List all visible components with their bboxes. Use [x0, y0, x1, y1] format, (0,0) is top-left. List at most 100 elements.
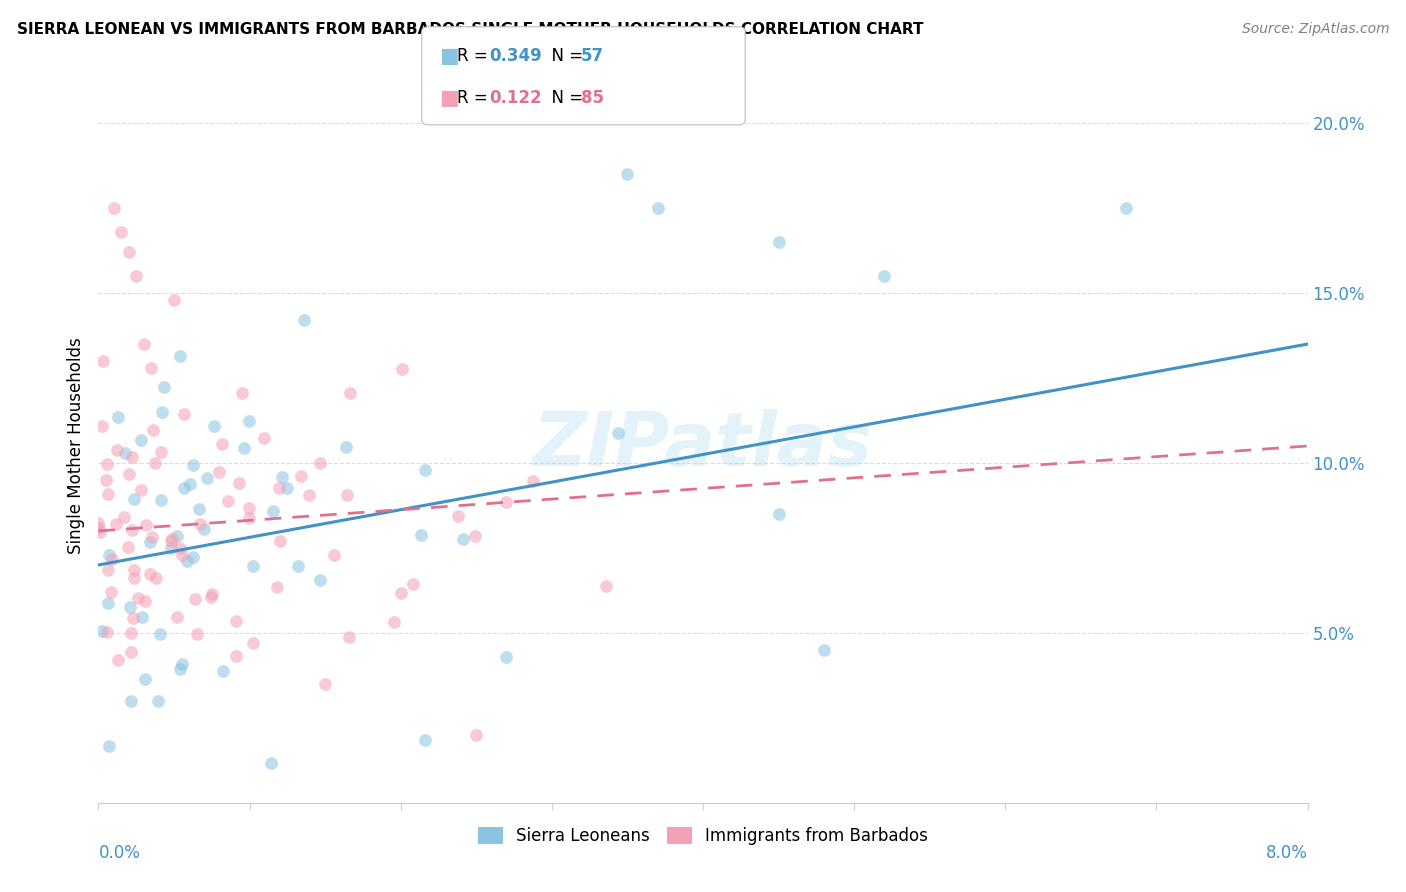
Point: [163, 293, 186, 307]
Point: [97, 596, 120, 610]
Point: [173, 481, 195, 495]
Point: [122, 563, 145, 577]
Point: [170, 657, 193, 671]
Point: [170, 548, 193, 562]
Point: [269, 533, 291, 548]
Text: ■: ■: [439, 46, 458, 66]
Point: [105, 443, 128, 458]
Point: [173, 407, 195, 421]
Point: [169, 349, 191, 363]
Point: [253, 431, 276, 445]
Point: [200, 590, 222, 604]
Point: [813, 643, 835, 657]
Point: [260, 756, 283, 771]
Point: [122, 571, 145, 585]
Text: 85: 85: [581, 89, 603, 107]
Point: [451, 533, 474, 547]
Point: [160, 533, 183, 548]
Point: [314, 677, 336, 691]
Point: [145, 571, 167, 585]
Point: [242, 635, 264, 649]
Point: [464, 528, 486, 542]
Point: [211, 437, 233, 451]
Point: [195, 471, 218, 485]
Point: [122, 491, 145, 506]
Point: [181, 550, 204, 565]
Point: [101, 552, 124, 566]
Point: [103, 201, 125, 215]
Point: [96, 563, 118, 577]
Point: [382, 615, 405, 629]
Point: [402, 576, 425, 591]
Point: [89, 524, 111, 539]
Text: 8.0%: 8.0%: [1265, 845, 1308, 863]
Point: [238, 511, 260, 525]
Point: [228, 475, 250, 490]
Point: [97, 739, 120, 754]
Point: [262, 504, 284, 518]
Point: [127, 591, 149, 605]
Point: [768, 507, 790, 521]
Point: [114, 446, 136, 460]
Point: [1115, 201, 1137, 215]
Text: ZIPatlas: ZIPatlas: [533, 409, 873, 483]
Point: [465, 728, 488, 742]
Point: [149, 626, 172, 640]
Point: [91, 419, 114, 434]
Point: [335, 440, 357, 454]
Point: [298, 488, 321, 502]
Point: [112, 510, 135, 524]
Point: [121, 523, 143, 537]
Point: [120, 694, 142, 708]
Legend: Sierra Leoneans, Immigrants from Barbados: Sierra Leoneans, Immigrants from Barbado…: [471, 820, 935, 852]
Point: [96, 624, 118, 639]
Point: [242, 559, 264, 574]
Point: [201, 587, 224, 601]
Point: [107, 410, 129, 425]
Point: [120, 645, 142, 659]
Point: [873, 269, 896, 284]
Y-axis label: Single Mother Households: Single Mother Households: [66, 338, 84, 554]
Point: [169, 662, 191, 676]
Point: [139, 567, 162, 582]
Point: [150, 404, 173, 418]
Point: [522, 474, 544, 488]
Point: [391, 361, 413, 376]
Point: [606, 425, 628, 440]
Point: [129, 434, 152, 448]
Point: [134, 672, 156, 686]
Text: R =: R =: [457, 89, 494, 107]
Point: [97, 487, 120, 501]
Point: [409, 528, 432, 542]
Point: [96, 457, 118, 471]
Point: [447, 509, 470, 524]
Point: [98, 548, 121, 562]
Point: [141, 530, 163, 544]
Point: [117, 540, 139, 554]
Point: [322, 548, 344, 562]
Point: [183, 592, 205, 607]
Point: [135, 518, 157, 533]
Point: [90, 624, 112, 639]
Point: [132, 337, 155, 351]
Point: [212, 664, 235, 678]
Point: [413, 732, 436, 747]
Point: [276, 481, 298, 495]
Text: Source: ZipAtlas.com: Source: ZipAtlas.com: [1241, 22, 1389, 37]
Point: [121, 450, 143, 464]
Point: [233, 441, 256, 455]
Point: [179, 476, 201, 491]
Text: 0.349: 0.349: [489, 47, 543, 65]
Point: [336, 488, 359, 502]
Point: [134, 594, 156, 608]
Text: N =: N =: [541, 47, 589, 65]
Point: [129, 483, 152, 497]
Point: [143, 456, 166, 470]
Point: [160, 541, 183, 556]
Point: [217, 494, 239, 508]
Point: [225, 614, 247, 628]
Point: [202, 419, 225, 434]
Point: [616, 167, 638, 181]
Point: [138, 534, 160, 549]
Point: [188, 501, 211, 516]
